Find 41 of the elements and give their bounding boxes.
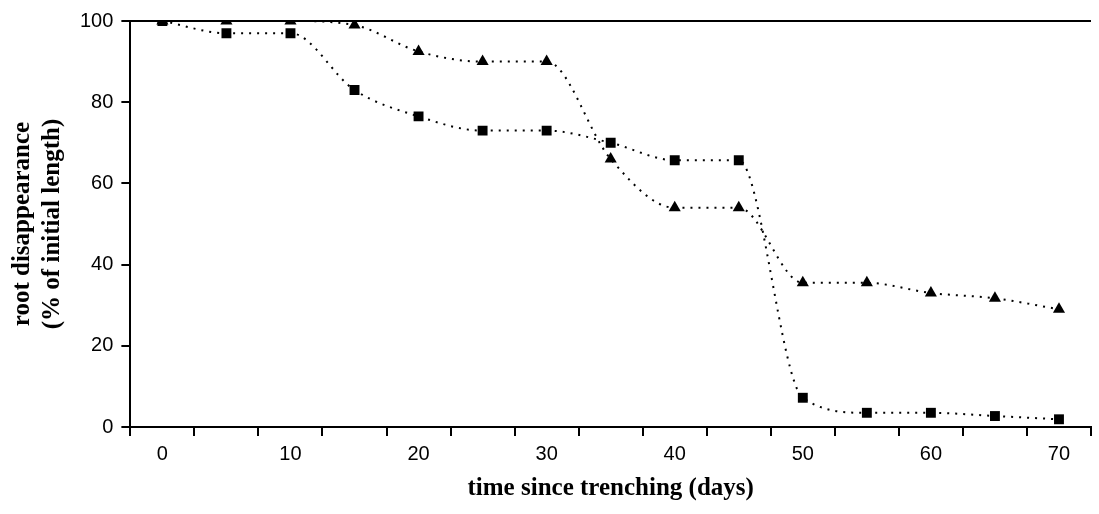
point xyxy=(796,275,809,287)
point xyxy=(733,155,744,166)
point xyxy=(668,200,681,212)
point xyxy=(732,200,745,212)
x-tick-label: 70 xyxy=(1047,441,1071,464)
point xyxy=(221,28,232,39)
point xyxy=(1054,414,1064,425)
y-tick-label: 40 xyxy=(91,252,114,275)
point xyxy=(540,54,553,66)
point xyxy=(541,125,552,136)
point xyxy=(605,137,616,148)
y-tick-label: 80 xyxy=(91,89,114,112)
point xyxy=(413,111,424,122)
point xyxy=(412,44,425,55)
x-tick-label: 0 xyxy=(156,441,168,464)
y-axis-title: root disappearance (% of initial length) xyxy=(7,118,66,330)
point xyxy=(604,152,617,163)
point xyxy=(988,291,1001,302)
point xyxy=(476,54,489,66)
y-tick-label: 20 xyxy=(91,333,114,356)
point xyxy=(797,392,808,403)
y-tick-label: 100 xyxy=(79,8,114,31)
y-tick-label: 60 xyxy=(91,170,114,193)
point xyxy=(925,407,936,418)
point xyxy=(989,411,1000,421)
y-tick-label: 0 xyxy=(102,414,114,437)
x-tick-label: 40 xyxy=(663,441,686,464)
point xyxy=(285,28,296,39)
point xyxy=(1052,302,1066,313)
point xyxy=(669,155,680,166)
x-axis-title: time since trenching (days) xyxy=(467,473,754,502)
point xyxy=(349,85,360,95)
x-tick-label: 50 xyxy=(791,441,814,464)
x-tick-label: 60 xyxy=(919,441,943,464)
point xyxy=(924,286,937,297)
x-tick-label: 30 xyxy=(535,441,558,464)
x-tick-label: 20 xyxy=(407,441,430,464)
point xyxy=(860,275,873,287)
point xyxy=(861,407,872,418)
point xyxy=(477,125,488,136)
x-tick-label: 10 xyxy=(279,441,302,464)
